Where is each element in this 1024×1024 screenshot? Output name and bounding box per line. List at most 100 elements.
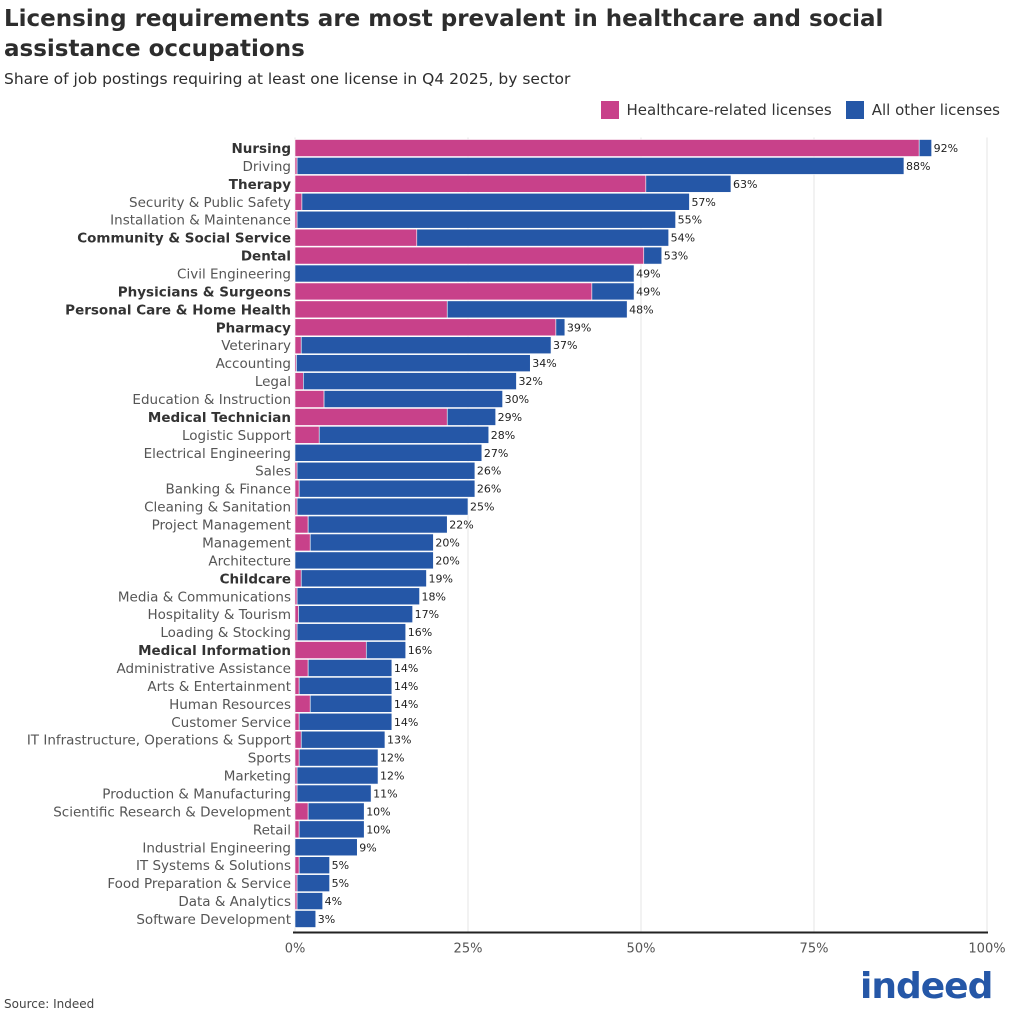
category-label: Driving [242,159,291,175]
data-label: 37% [553,339,577,352]
bar-healthcare [294,479,300,498]
x-tick-label: 50% [627,941,656,956]
data-label: 32% [518,375,542,388]
category-label: Personal Care & Home Health [65,302,291,318]
category-label: Cleaning & Sanitation [144,500,291,516]
bar-other [323,390,503,408]
bar-healthcare [294,569,302,588]
data-label: 53% [664,250,688,263]
bar-healthcare [294,246,645,265]
bar-other [298,605,413,623]
indeed-logo: indeed [860,966,993,1007]
bar-healthcare [294,426,320,444]
category-label: Civil Engineering [177,267,291,283]
data-label: 49% [636,268,660,281]
bar-other [643,246,663,265]
bar-healthcare [294,856,300,875]
bar-healthcare [294,820,300,839]
data-label: 25% [470,501,494,514]
data-label: 3% [318,913,335,926]
category-label: Community & Social Service [77,231,291,247]
bar-healthcare [294,533,311,552]
bar-healthcare [294,461,298,480]
data-label: 17% [415,608,439,621]
data-label: 29% [498,411,522,424]
bar-other [309,695,393,713]
category-label: Hospitality & Tourism [148,607,291,623]
chart-title: Licensing requirements are most prevalen… [4,6,884,62]
data-label: 54% [671,232,695,245]
category-label: Installation & Maintenance [110,213,291,229]
category-label: Childcare [220,571,291,587]
bar-other [300,336,552,355]
category-label: Media & Communications [118,589,291,605]
bar-other [303,372,517,390]
bar-other [296,354,531,372]
bar-healthcare [294,336,302,355]
bar-healthcare [294,712,300,731]
bar-healthcare [294,802,309,821]
data-label: 48% [629,303,653,316]
bar-healthcare [294,623,298,641]
data-label: 57% [691,196,715,209]
data-label: 11% [373,787,397,800]
bar-healthcare [294,677,300,695]
bar-other [918,139,932,157]
bar-other [300,730,386,749]
legend: Healthcare-related licenses All other li… [587,101,1000,119]
bar-other [296,497,469,516]
bar-other [296,874,330,892]
bar-other [296,461,476,480]
bar-healthcare [294,641,367,659]
category-label: Architecture [208,553,291,569]
bar-other [296,623,407,641]
data-label: 92% [934,142,958,155]
legend-label-other: All other licenses [871,101,1000,119]
data-label: 12% [380,752,404,765]
bar-other [294,838,358,857]
category-label: Medical Information [138,643,291,659]
bar-other [300,569,427,588]
bar-healthcare [294,659,309,677]
bar-healthcare [294,318,557,337]
bar-healthcare [294,192,303,211]
data-label: 14% [394,716,418,729]
bar-healthcare [294,587,298,606]
bar-other [298,856,330,875]
bar-healthcare [294,605,299,623]
bar-other [296,784,372,803]
bar-other [294,551,434,570]
bar-other [416,228,669,247]
bar-healthcare [294,766,298,785]
category-label: Loading & Stocking [160,625,291,641]
data-label: 34% [532,357,556,370]
bar-healthcare [294,157,298,175]
chart-subtitle: Share of job postings requiring at least… [4,70,571,88]
category-label: Therapy [229,177,291,193]
bar-healthcare [294,784,298,803]
category-label: Accounting [216,356,291,372]
data-label: 9% [359,841,376,854]
data-label: 20% [435,536,459,549]
x-tick-label: 25% [454,941,483,956]
category-label: Physicians & Surgeons [118,284,291,300]
bar-other [298,479,476,498]
bar-other [307,802,365,821]
x-tick-label: 0% [285,941,306,956]
category-label: Project Management [152,518,291,534]
bar-other [307,515,448,534]
category-label: Food Preparation & Service [107,876,291,892]
category-label: IT Systems & Solutions [136,858,291,874]
data-label: 14% [394,680,418,693]
data-label: 39% [567,321,591,334]
category-label: Security & Public Safety [129,195,291,211]
bar-other [591,282,635,301]
bar-other [296,587,420,606]
data-label: 26% [477,483,501,496]
bar-healthcare [294,228,418,247]
bar-other [294,264,635,283]
x-tick-label: 100% [968,941,1005,956]
bar-healthcare [294,730,302,749]
bar-healthcare [294,892,298,910]
data-label: 27% [484,447,508,460]
